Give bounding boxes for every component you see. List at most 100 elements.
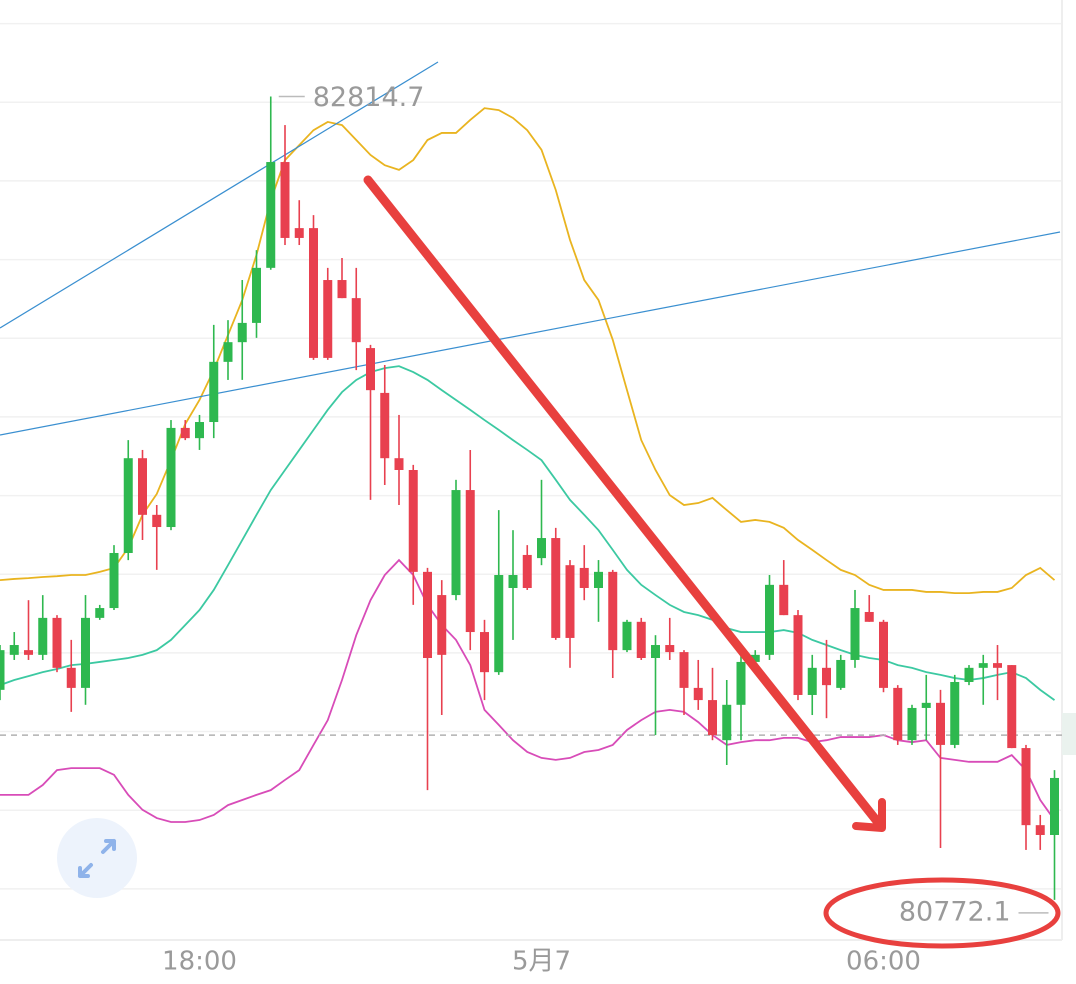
candle-body xyxy=(750,654,760,662)
candle-body xyxy=(408,470,418,572)
candle-body xyxy=(266,162,276,268)
candle-body xyxy=(209,361,219,423)
arrow-head xyxy=(852,798,886,832)
candle-body xyxy=(836,659,846,688)
candle-body xyxy=(736,661,746,705)
candle-body xyxy=(850,608,860,660)
expand-button-bg[interactable] xyxy=(57,818,137,898)
candle-body xyxy=(66,667,76,688)
candle-body xyxy=(522,554,532,588)
candle-body xyxy=(807,667,817,695)
candle-body xyxy=(394,458,404,470)
candle-body xyxy=(921,702,931,708)
candle-body xyxy=(494,575,504,673)
candle-body xyxy=(152,514,162,528)
candle-body xyxy=(622,621,632,651)
candle-body xyxy=(708,700,717,736)
candle-body xyxy=(9,645,19,655)
candle-body xyxy=(907,707,917,741)
x-tick-label: 5月7 xyxy=(512,947,571,977)
candle-body xyxy=(679,652,689,688)
candle-body xyxy=(936,702,945,745)
candle-body xyxy=(337,280,347,299)
candle-body xyxy=(109,552,119,609)
candle-body xyxy=(765,584,774,655)
candle-body xyxy=(1035,825,1045,835)
candle-body xyxy=(551,538,561,638)
candle-body xyxy=(52,617,62,668)
candle-body xyxy=(636,621,646,658)
candle-body xyxy=(1050,777,1059,835)
candle-body xyxy=(95,608,105,618)
candle-body xyxy=(693,687,703,701)
candle-body xyxy=(380,392,390,459)
candle-body xyxy=(280,162,290,238)
candle-body xyxy=(594,571,603,588)
candle-body xyxy=(565,565,575,638)
candle-body xyxy=(1021,748,1031,826)
candle-body xyxy=(423,571,432,658)
candle-body xyxy=(366,348,375,391)
min-label: 80772.1 xyxy=(899,896,1011,927)
band-line xyxy=(0,365,1056,701)
candle-body xyxy=(950,681,960,745)
candle-body xyxy=(978,663,988,668)
expand-icon[interactable] xyxy=(78,839,116,878)
x-tick-label: 18:00 xyxy=(162,947,237,977)
bands xyxy=(0,107,1056,823)
candle-body xyxy=(0,650,5,690)
annotation-ellipse xyxy=(823,877,1061,949)
candles xyxy=(0,96,1059,900)
candle-body xyxy=(24,650,33,655)
candle-body xyxy=(351,298,361,343)
candle-body xyxy=(665,645,675,653)
max-label: 82814.7 xyxy=(313,82,425,113)
price-tag-edge xyxy=(1062,713,1076,755)
annotation-arrow xyxy=(363,175,886,832)
x-tick-label: 06:00 xyxy=(846,947,921,977)
grid xyxy=(0,22,1062,890)
candle-body xyxy=(223,342,233,362)
candle-body xyxy=(123,458,133,553)
candle-body xyxy=(309,228,318,358)
arrow-shaft xyxy=(363,175,885,830)
trend-line xyxy=(0,231,1061,436)
candle-body xyxy=(722,704,732,741)
candle-body xyxy=(608,571,618,651)
candle-body xyxy=(508,575,518,588)
candle-body xyxy=(294,228,304,238)
candle-body xyxy=(1007,665,1017,749)
candle-body xyxy=(465,490,475,633)
candle-body xyxy=(166,427,176,528)
band-line xyxy=(0,107,1056,595)
candle-body xyxy=(38,617,48,655)
candle-body xyxy=(195,422,204,439)
candle-body xyxy=(879,621,888,688)
band-line xyxy=(0,558,1056,823)
candle-body xyxy=(180,427,190,439)
candle-body xyxy=(651,645,660,658)
candle-body xyxy=(993,663,1002,668)
candle-body xyxy=(451,490,461,596)
labels: 18:00 5月7 06:00 82814.7 80772.1 xyxy=(162,82,1049,977)
candle-body xyxy=(537,538,546,559)
candle-body xyxy=(252,267,261,323)
trend-line xyxy=(0,61,439,329)
candle-body xyxy=(793,615,803,695)
candle-body xyxy=(437,595,447,655)
candle-body xyxy=(138,458,147,515)
candle-body xyxy=(822,667,831,686)
candle-body xyxy=(579,567,589,588)
candle-body xyxy=(237,322,247,343)
candle-body xyxy=(81,617,90,688)
candle-body xyxy=(779,584,789,616)
candle-body xyxy=(964,667,974,682)
candle-body xyxy=(480,632,489,673)
candle-body xyxy=(323,280,333,358)
candle-body xyxy=(893,687,903,741)
candle-body xyxy=(864,611,874,622)
expand-button[interactable] xyxy=(57,818,137,898)
